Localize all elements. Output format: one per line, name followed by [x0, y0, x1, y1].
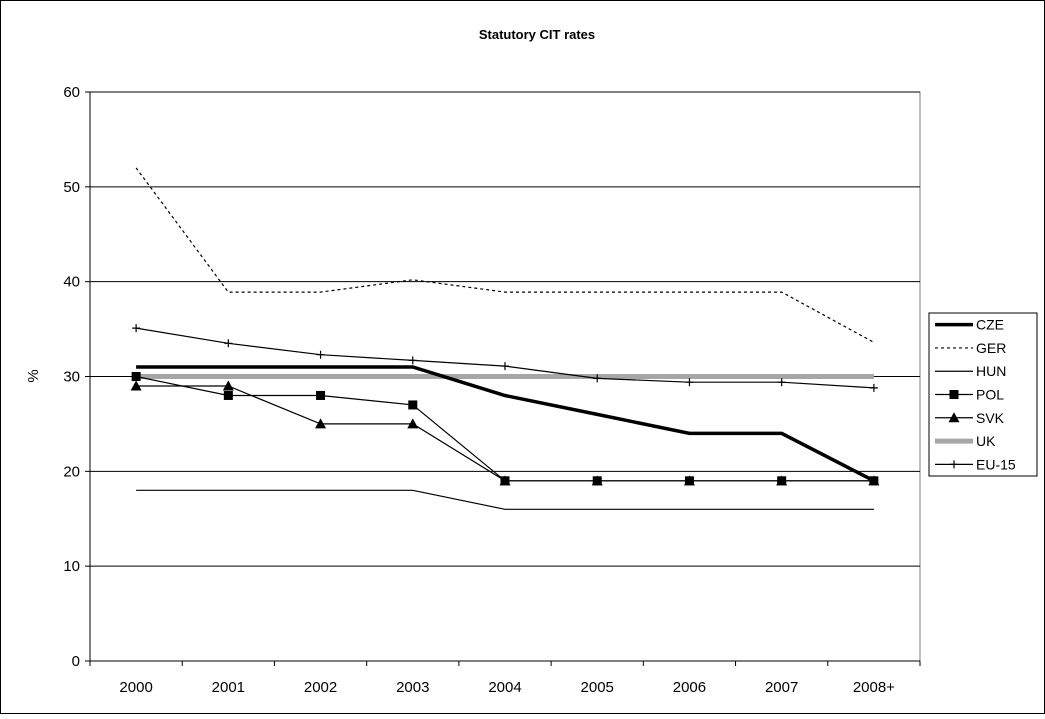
x-tick-label: 2005: [581, 679, 614, 696]
legend-marker-pol: [949, 390, 959, 399]
series-line-cze: [136, 365, 875, 483]
data-point-pol: [408, 400, 418, 410]
data-point-eu-15: [316, 350, 325, 359]
x-tick-label: 2003: [396, 679, 429, 696]
legend-label-ger: GER: [976, 340, 1006, 356]
data-point-eu-15: [685, 378, 694, 387]
x-tick-label: 2004: [488, 679, 521, 696]
legend-item-svk: SVK: [935, 410, 1005, 426]
y-tick-label: 20: [63, 463, 80, 480]
data-point-svk: [499, 475, 511, 486]
data-point-svk: [407, 418, 419, 429]
legend-label-eu-15: EU-15: [976, 456, 1016, 472]
legend-item-ger: GER: [935, 340, 1006, 356]
data-point-svk: [130, 380, 142, 391]
x-tick-label: 2008+: [853, 679, 895, 696]
axes: 0 10 20 30 40 50 60 2000 2001 2002 2003 2004 2005 200…: [63, 84, 921, 696]
x-tick-label: 2006: [673, 679, 706, 696]
legend-label-uk: UK: [976, 433, 996, 449]
chart-title: Statutory CIT rates: [479, 27, 595, 42]
y-tick-label: 0: [72, 653, 80, 670]
series-cze: [136, 365, 875, 483]
series-hun: [136, 489, 874, 510]
series-ger: [135, 167, 875, 343]
data-point-eu-15: [408, 356, 417, 365]
data-point-svk: [315, 418, 327, 429]
y-tick-label: 60: [63, 84, 80, 101]
y-axis-label: %: [25, 369, 42, 382]
legend-item-eu-15: EU-15: [935, 456, 1016, 472]
legend: CZE GER HUN POL SVK UK EU-15: [928, 312, 1038, 477]
data-point-eu-15: [224, 339, 233, 348]
data-point-eu-15: [869, 383, 878, 392]
x-tick-label: 2001: [212, 679, 245, 696]
data-point-svk: [683, 475, 695, 486]
legend-marker-eu-15: [950, 460, 958, 469]
data-point-pol: [131, 372, 141, 381]
y-tick-label: 10: [63, 558, 80, 575]
y-tick-label: 40: [63, 274, 80, 291]
legend-item-pol: POL: [935, 387, 1004, 403]
series-svk: [130, 380, 880, 486]
data-point-svk: [868, 475, 880, 486]
legend-label-cze: CZE: [976, 317, 1004, 333]
y-tick-label: 50: [63, 179, 80, 196]
data-point-svk: [222, 380, 234, 391]
legend-label-svk: SVK: [976, 410, 1005, 426]
legend-label-hun: HUN: [976, 363, 1006, 379]
series-group: [130, 167, 880, 510]
y-tick-label: 30: [63, 369, 80, 386]
data-point-eu-15: [777, 378, 786, 387]
x-tick-label: 2007: [765, 679, 798, 696]
series-line-hun: [136, 489, 874, 510]
data-point-pol: [316, 390, 326, 400]
legend-item-cze: CZE: [935, 317, 1004, 333]
legend-item-uk: UK: [935, 433, 996, 449]
data-point-eu-15: [593, 374, 602, 383]
data-point-pol: [223, 390, 233, 400]
data-point-eu-15: [132, 324, 141, 333]
legend-item-hun: HUN: [935, 363, 1006, 379]
x-tick-label: 2002: [304, 679, 337, 696]
data-point-eu-15: [501, 362, 509, 371]
series-eu-15: [132, 324, 878, 392]
legend-marker-svk: [948, 412, 960, 423]
x-tick-label: 2000: [119, 679, 152, 696]
data-point-svk: [776, 475, 788, 486]
data-point-svk: [591, 475, 603, 486]
series-line-ger: [135, 167, 875, 343]
legend-label-pol: POL: [976, 387, 1004, 403]
